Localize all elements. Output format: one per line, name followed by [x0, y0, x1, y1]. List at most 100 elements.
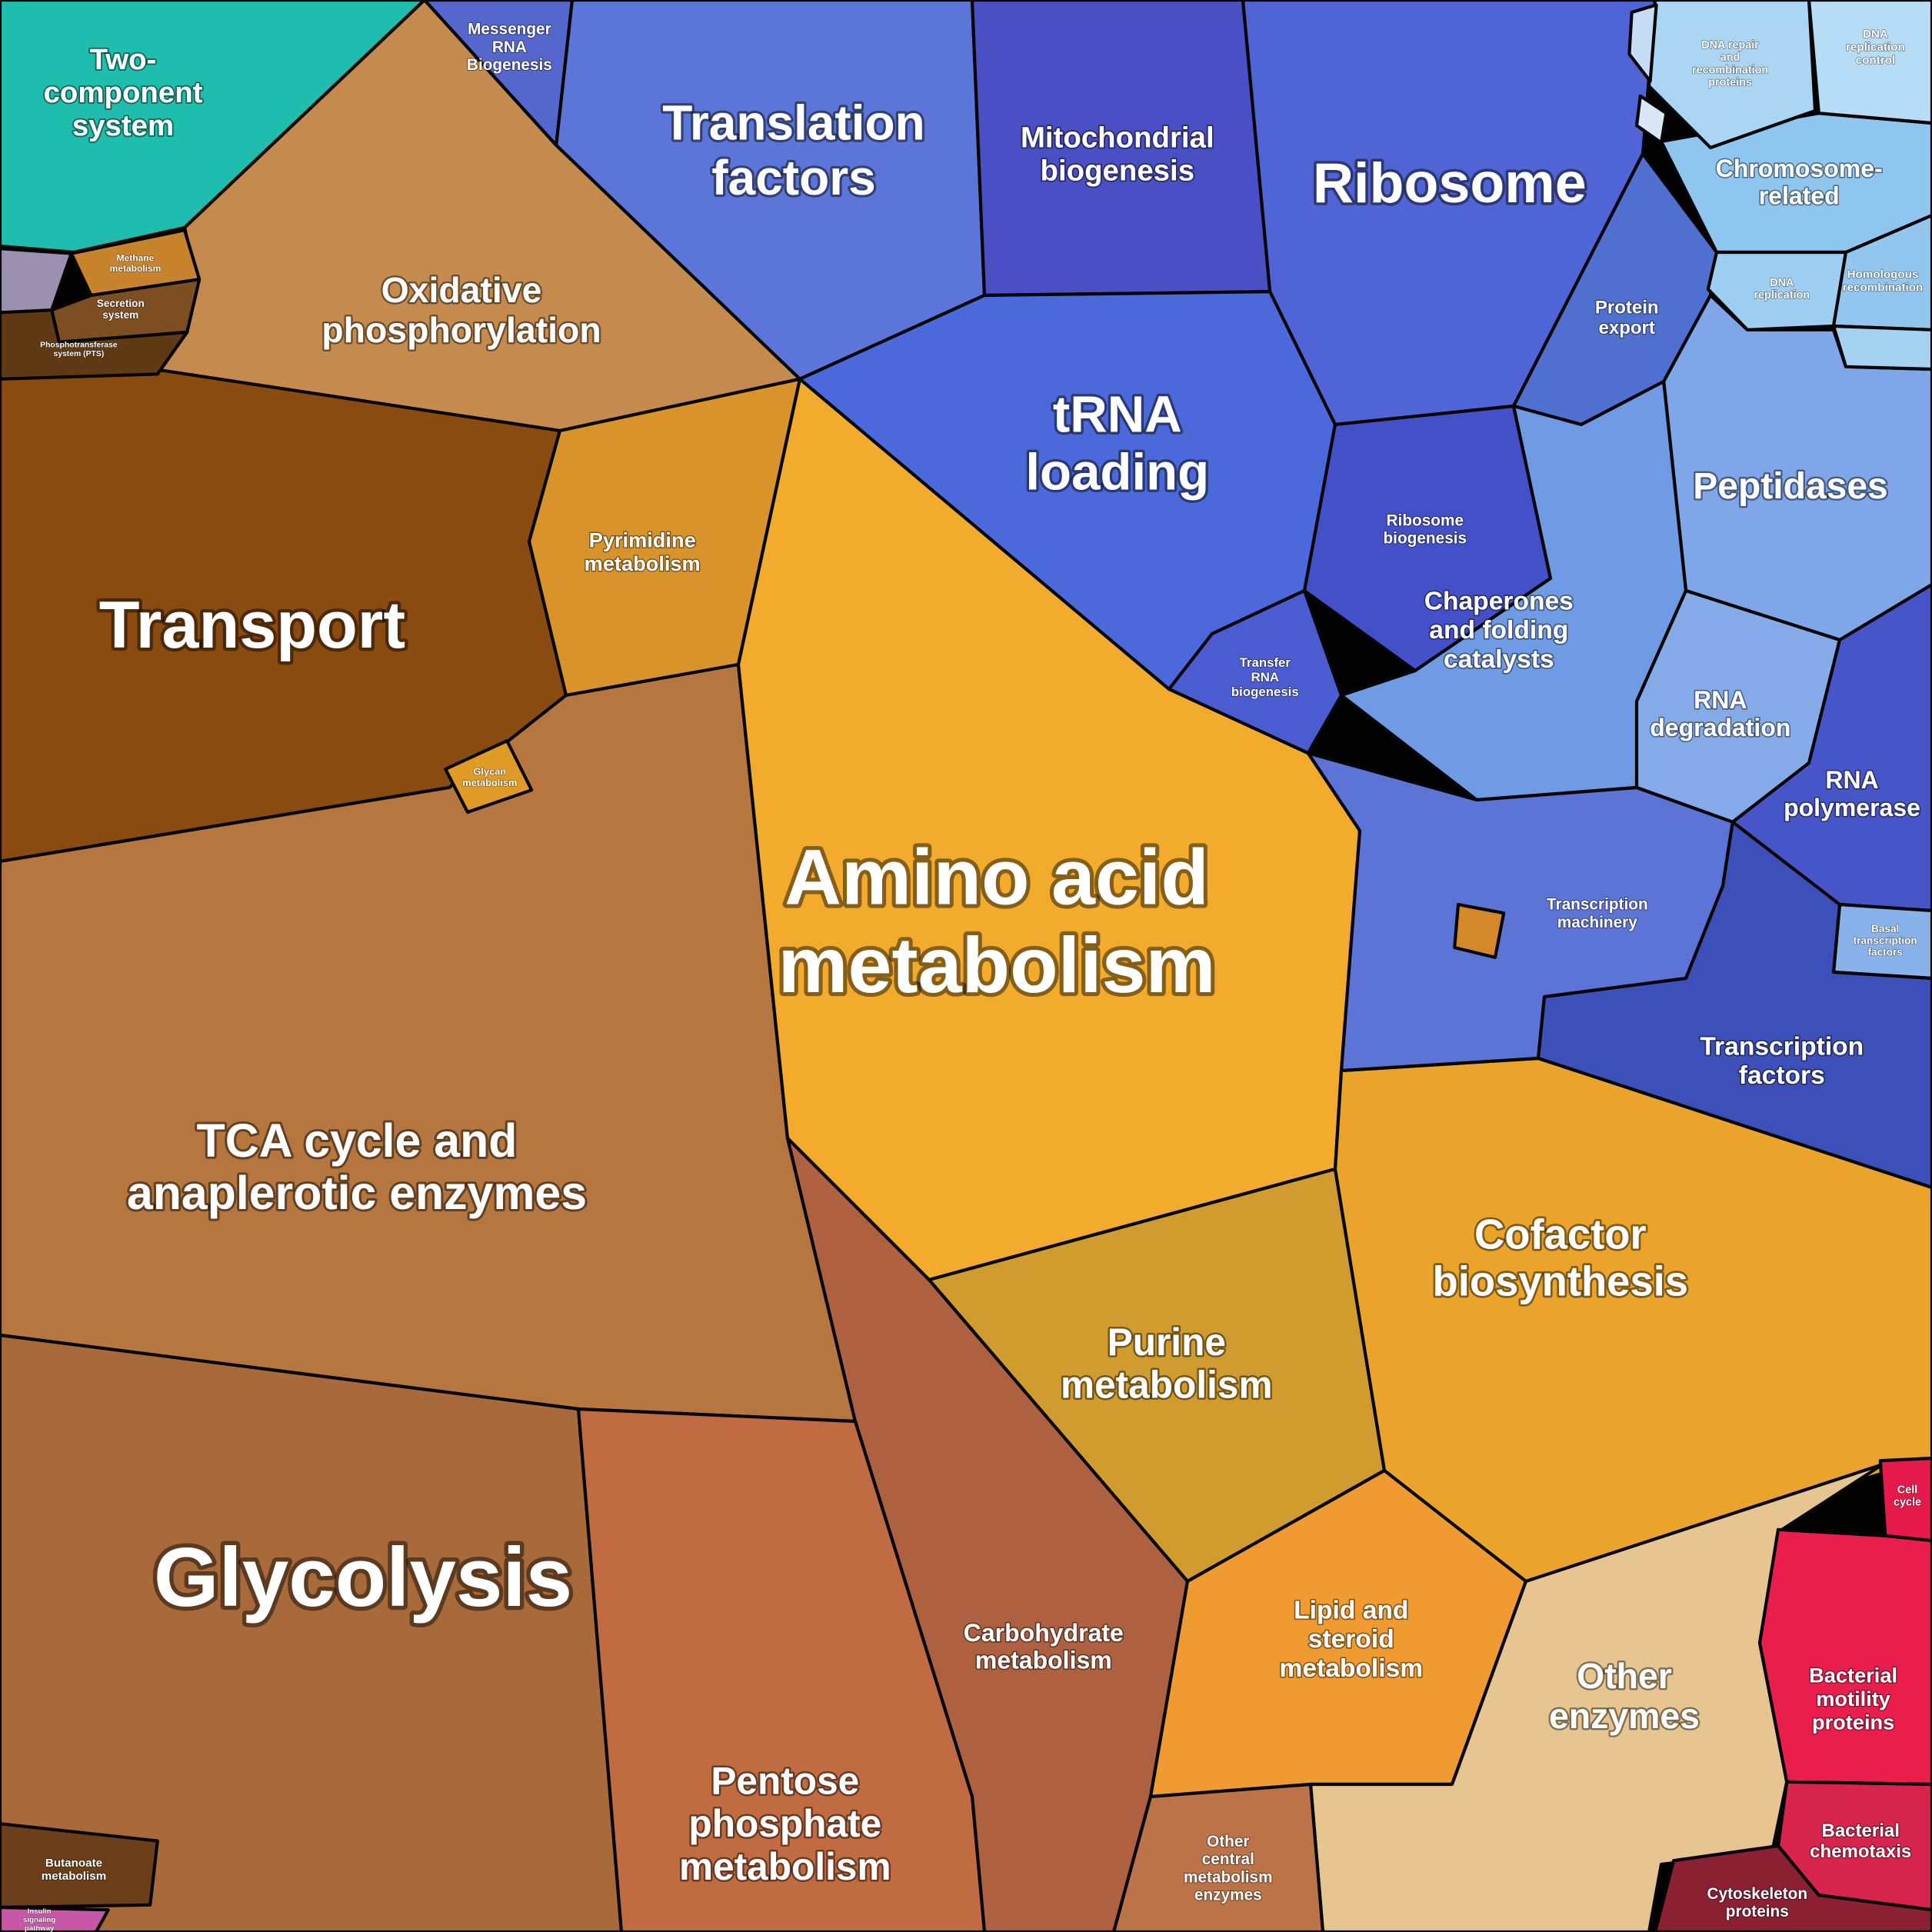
cell-group-other-central-metabolism-enzymes: Other central metabolism enzymes [1111, 1782, 1325, 1932]
cell-label-other-central-metabolism-enzymes: Other central metabolism enzymes [1184, 1832, 1273, 1904]
cell-label-phosphotransferase-system-pts: Phosphotransferase system (PTS) [40, 341, 118, 358]
cell-left-edge-sliver[interactable] [0, 247, 73, 315]
cell-label-transfer-rna-biogenesis: Transfer RNA biogenesis [1231, 655, 1299, 699]
cell-group-lipid-and-steroid-metabolism: Lipid and steroid metabolism [1148, 1468, 1528, 1799]
cell-label-methane-metabolism: Methane metabolism [110, 253, 162, 274]
cell-label-trna-loading: tRNA loading [1025, 385, 1209, 501]
cell-glycolysis[interactable] [0, 1333, 624, 1932]
cell-butanoate-metabolism[interactable] [0, 1822, 159, 1910]
cell-label-translation-factors: Translation factors [662, 95, 924, 205]
cell-cytoskeleton-proteins[interactable] [1653, 1844, 1932, 1932]
cell-label-amino-acid-metabolism: Amino acid metabolism [778, 832, 1216, 1009]
cell-label-tca-cycle-anaplerotic-enzymes: TCA cycle and anaplerotic enzymes [127, 1114, 587, 1219]
cell-label-transcription-machinery: Transcription machinery [1547, 895, 1648, 931]
cell-label-cell-cycle: Cell cycle [1894, 1484, 1921, 1509]
cell-label-chromosome-related: Chromosome-related [1716, 155, 1883, 210]
cell-insulin-signaling-pathway[interactable] [0, 1905, 110, 1932]
cell-group-translation-factors: Translation factors [555, 0, 987, 381]
cell-label-rna-polymerase: RNA polymerase [1784, 766, 1920, 821]
cell-group-transport: Transport [0, 367, 568, 864]
cell-label-ribosome: Ribosome [1313, 150, 1587, 214]
cell-group-phosphotransferase-system-pts: Phosphotransferase system (PTS) [0, 308, 189, 381]
cell-group-dna-replication-control: DNA replication control [1807, 0, 1932, 125]
cell-label-glycan-metabolism: Glycan metabolism [462, 765, 517, 788]
cell-label-messenger-rna-biogenesis: Messenger RNA Biogenesis [467, 20, 552, 74]
cell-group-secretion-system: Secretion system [50, 278, 202, 344]
cell-group-chaperones-and-folding-catalysts: Chaperones and folding catalysts [1339, 379, 1688, 802]
cell-group-basal-transcription-factors: Basal transcription factors [1831, 902, 1932, 981]
cell-group-ribosome-biogenesis: Ribosome biogenesis [1302, 404, 1553, 673]
cell-label-protein-export: Protein export [1595, 297, 1659, 338]
cell-group-two-component-system: Two-component system [0, 0, 427, 255]
cell-dna-replication-control[interactable] [1807, 0, 1932, 125]
cell-group-insulin-signaling-pathway: Insulin signaling pathway [0, 1905, 110, 1932]
cell-group-rna-degradation: RNA degradation [1634, 588, 1842, 824]
cell-transfer-rna-biogenesis[interactable] [1167, 588, 1344, 755]
cell-label-cofactor-biosynthesis: Cofactor biosynthesis [1433, 1211, 1688, 1304]
cell-phosphotransferase-system-pts[interactable] [0, 308, 189, 381]
cell-label-rna-degradation: RNA degradation [1650, 686, 1790, 741]
cell-homologous-recombination[interactable] [1831, 213, 1932, 331]
cell-label-transcription-factors: Transcription factors [1700, 1032, 1864, 1090]
cell-label-chaperones-and-folding-catalysts: Chaperones and folding catalysts [1424, 587, 1574, 673]
cell-group-methane-metabolism: Methane metabolism [69, 228, 202, 298]
cell-label-dna-repair-and-recombination-proteins: DNA repair and recombination proteins [1692, 39, 1768, 88]
cell-label-purine-metabolism: Purine metabolism [1061, 1321, 1273, 1407]
cell-group-cofactor-biosynthesis: Cofactor biosynthesis [1333, 1056, 1932, 1584]
cell-group-purine-metabolism: Purine metabolism [927, 1167, 1387, 1584]
cell-orange-boundary-sliver[interactable] [1453, 902, 1506, 959]
cell-label-transport: Transport [99, 588, 405, 662]
cell-label-bacterial-motility-proteins: Bacterial motility proteins [1809, 1663, 1897, 1734]
cell-top-right-sliver-1[interactable] [1627, 3, 1658, 83]
cell-replication-sliver[interactable] [1831, 324, 1932, 371]
cell-other-central-metabolism-enzymes[interactable] [1111, 1782, 1325, 1932]
cell-group-replication-sliver [1831, 324, 1932, 371]
cell-group-homologous-recombination: Homologous recombination [1831, 213, 1932, 331]
cell-top-right-sliver-2[interactable] [1634, 94, 1668, 145]
cell-group-mitochondrial-biogenesis: Mitochondrial biogenesis [970, 0, 1272, 298]
cell-label-butanoate-metabolism: Butanoate metabolism [42, 1856, 106, 1882]
cell-group-glycan-metabolism: Glycan metabolism [444, 739, 534, 814]
cell-group-left-edge-sliver [0, 247, 73, 315]
cell-label-mitochondrial-biogenesis: Mitochondrial biogenesis [1021, 121, 1214, 187]
cell-label-oxidative-phosphorylation: Oxidative phosphorylation [321, 270, 601, 350]
cell-label-pyrimidine-metabolism: Pyrimidine metabolism [585, 528, 701, 575]
cell-group-transcription-factors: Transcription factors [1536, 820, 1932, 1190]
cell-label-dna-replication: DNA replication [1754, 277, 1810, 301]
cell-dna-replication[interactable] [1706, 250, 1848, 331]
cell-pentose-phosphate-metabolism[interactable] [576, 1407, 987, 1932]
cell-label-secretion-system: Secretion system [97, 297, 145, 320]
cell-label-lipid-and-steroid-metabolism: Lipid and steroid metabolism [1279, 1596, 1423, 1682]
cell-group-top-right-sliver-2 [1634, 94, 1668, 145]
cell-label-cytoskeleton-proteins: Cytoskeleton proteins [1707, 1884, 1808, 1920]
cell-group-bacterial-motility-proteins: Bacterial motility proteins [1757, 1527, 1932, 1787]
cell-group-transfer-rna-biogenesis: Transfer RNA biogenesis [1167, 588, 1344, 755]
cell-group-amino-acid-metabolism: Amino acid metabolism [736, 377, 1362, 1282]
cell-group-bacterial-chemotaxis: Bacterial chemotaxis [1776, 1780, 1932, 1912]
cell-group-messenger-rna-biogenesis: Messenger RNA Biogenesis [422, 0, 575, 147]
cell-group-tca-cycle-anaplerotic-enzymes: TCA cycle and anaplerotic enzymes [0, 662, 858, 1424]
cell-cell-cycle[interactable] [1878, 1456, 1932, 1543]
cell-group-dna-replication: DNA replication [1706, 250, 1848, 331]
cell-glycan-metabolism[interactable] [444, 739, 534, 814]
cell-label-basal-transcription-factors: Basal transcription factors [1854, 923, 1917, 958]
cell-transcription-factors[interactable] [1536, 820, 1932, 1190]
cell-label-dna-replication-control: DNA replication control [1846, 27, 1905, 66]
cell-group-pentose-phosphate-metabolism: Pentose phosphate metabolism [576, 1407, 987, 1932]
cell-label-carbohydrate-metabolism: Carbohydrate metabolism [964, 1619, 1124, 1674]
cell-label-peptidases: Peptidases [1693, 466, 1887, 507]
cell-label-glycolysis: Glycolysis [154, 1531, 572, 1624]
cell-group-peptidases: Peptidases [1662, 293, 1932, 642]
cell-label-insulin-signaling-pathway: Insulin signaling pathway [23, 1907, 55, 1932]
cell-group-orange-boundary-sliver [1453, 902, 1506, 959]
cell-group-glycolysis: Glycolysis [0, 1333, 624, 1932]
cell-label-two-component-system: Two-component system [44, 42, 203, 142]
cell-group-cell-cycle: Cell cycle [1878, 1456, 1932, 1543]
cell-label-bacterial-chemotaxis: Bacterial chemotaxis [1810, 1820, 1911, 1862]
cell-label-homologous-recombination: Homologous recombination [1843, 268, 1924, 294]
cell-bacterial-motility-proteins[interactable] [1757, 1527, 1932, 1787]
cell-group-butanoate-metabolism: Butanoate metabolism [0, 1822, 159, 1910]
cell-group-top-right-sliver-1 [1627, 3, 1658, 83]
